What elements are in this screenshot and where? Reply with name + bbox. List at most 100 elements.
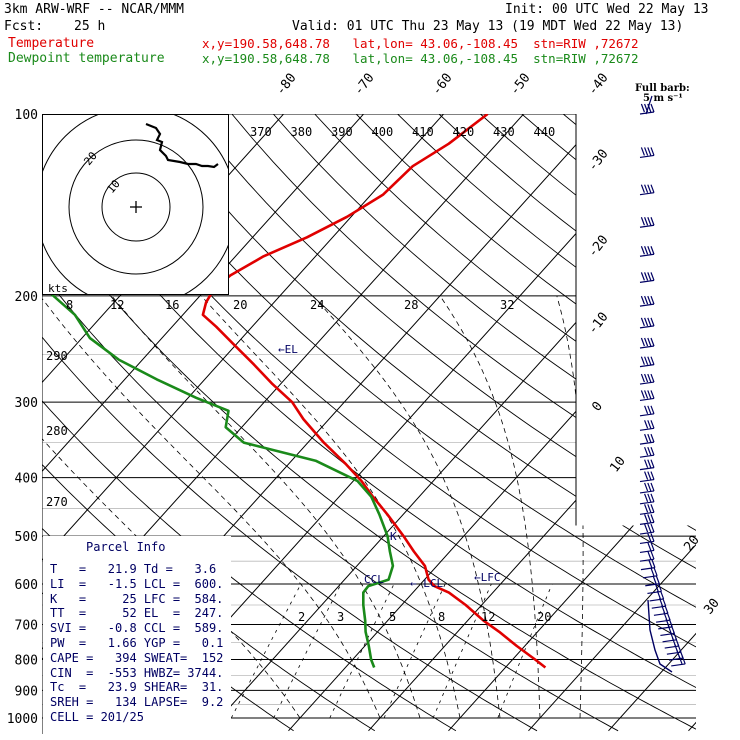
wind-barb-icon (639, 272, 655, 283)
forecast-label: Fcst: (4, 19, 44, 34)
wind-barb-icon (639, 337, 655, 349)
moist-adiabat (42, 297, 381, 719)
moist-adiabat (200, 295, 461, 719)
mixing-ratio-line (273, 583, 342, 719)
dewpoint-legend-label: Dewpoint temperature (8, 51, 165, 66)
temperature-profile (201, 114, 547, 669)
upper-right-mask (576, 114, 696, 526)
wind-barb-icon (639, 542, 655, 554)
isotherm (528, 543, 696, 732)
theta-label: 390 (331, 125, 353, 139)
lower-wind-stack (647, 599, 673, 673)
hodograph-inset: 10 20 (42, 114, 229, 295)
hodograph-tick-label: 8 (66, 298, 73, 312)
mixing-ratio-label: 20 (537, 610, 551, 624)
wind-barb-icon (639, 533, 655, 545)
hodograph-tick-label: 24 (310, 298, 324, 312)
moist-adiabat (111, 295, 421, 719)
wind-barb-icon (645, 575, 660, 587)
hodograph-tick-label: 16 (165, 298, 179, 312)
dry-adiabat (231, 114, 696, 494)
wind-barb-icon (653, 605, 669, 616)
mixing-ratio-label: 12 (481, 610, 495, 624)
isotherm-label: -60 (429, 71, 455, 99)
hodograph-tick-label: 28 (404, 298, 418, 312)
dewpoint-profile (42, 114, 395, 668)
isotherm-label: -50 (507, 71, 533, 99)
wind-barb-icon (639, 482, 655, 494)
isotherm-label: -40 (585, 71, 611, 99)
wind-barb-icon (639, 433, 655, 445)
parcel-row: T = 21.9 Td = 3.6 (50, 562, 217, 576)
wind-barb-icon (639, 147, 655, 159)
parcel-row: CIN = -553 HWBZ= 3744. (50, 665, 224, 680)
parcel-row: Tc = 23.9 SHEAR= 31. (50, 680, 224, 695)
wind-barb-icon (639, 420, 655, 431)
parcel-panel-bg (43, 536, 231, 733)
wind-barb-icon (651, 597, 667, 609)
dry-adiabat (42, 207, 696, 730)
isotherm (288, 277, 696, 732)
ccl-marker: CCL (364, 573, 384, 586)
hodograph-tick-label: 12 (110, 298, 124, 312)
dry-adiabat (190, 114, 696, 531)
wind-barb-icon (639, 184, 655, 196)
dry-adiabat (65, 114, 696, 648)
theta-left-label: 290 (46, 349, 68, 363)
moist-adiabat (42, 438, 301, 719)
wind-barb-icon (639, 295, 655, 307)
wind-barb-icon (639, 471, 655, 483)
parcel-row: K = 25 LFC = 584. (50, 591, 224, 606)
mixing-ratio-label: 5 (389, 610, 396, 624)
wind-barb-icon (639, 493, 655, 505)
wind-barb-icon (639, 390, 655, 402)
mixing-ratio-label: 8 (438, 610, 445, 624)
isotherm (42, 114, 365, 473)
valid-time: Valid: 01 UTC Thu 23 May 13 (19 MDT Wed … (292, 19, 684, 34)
theta-left-label: 280 (46, 424, 68, 438)
k-marker: K (390, 530, 397, 543)
temperature-location: x,y=190.58,648.78 lat,lon= 43.06,-108.45… (202, 36, 639, 51)
theta-label: 440 (534, 125, 556, 139)
lfc-marker: ←LFC (474, 571, 501, 584)
dry-adiabat (42, 272, 619, 732)
wind-barb-icon (639, 504, 655, 515)
parcel-info-panel: Parcel Info T = 21.9 Td = 3.6 LI = -1.5 … (44, 538, 232, 734)
mixing-ratio-label: 2 (298, 610, 305, 624)
parcel-info-title: Parcel Info (86, 540, 166, 554)
moist-adiabat (439, 295, 541, 719)
mixing-ratio-line (383, 583, 446, 719)
lcl-marker: ← LCL (410, 577, 444, 590)
dry-adiabat (42, 141, 696, 689)
model-title: 3km ARW-WRF -- NCAR/MMM (4, 2, 185, 17)
pressure-label: 600 (15, 578, 38, 593)
dewpoint-location: x,y=190.58,648.78 lat,lon= 43.06,-108.45… (202, 51, 639, 66)
mixing-ratio-line (497, 583, 553, 719)
theta-label: 430 (493, 125, 515, 139)
mixing-ratio-label: 3 (337, 610, 344, 624)
pressure-label: 700 (15, 618, 38, 633)
wind-barb-icon (639, 356, 655, 368)
init-time: Init: 00 UTC Wed 22 May 13 (505, 2, 709, 17)
theta-label: 380 (291, 125, 313, 139)
theta-label: 370 (250, 125, 272, 139)
pressure-label: 1000 (7, 712, 38, 727)
mixing-ratio-line (230, 583, 302, 719)
hodograph-ring-20 (68, 139, 204, 275)
temperature-legend-label: Temperature (8, 36, 95, 51)
parcel-row: SVI = -0.8 CCL = 589. (50, 621, 224, 636)
parcel-row: CAPE = 394 SWEAT= 152 (50, 650, 224, 665)
moist-adiabat (312, 295, 501, 719)
isotherm-label: -70 (351, 71, 377, 99)
parcel-row: LI = -1.5 LCL = 600. (50, 576, 224, 591)
isotherm (448, 455, 696, 732)
wind-barb-icon (639, 246, 655, 257)
isotherm-label: 30 (701, 596, 722, 618)
wind-barb-icon (639, 317, 655, 329)
wind-key-line1: Full barb: (635, 83, 690, 94)
wind-barb-icon (649, 590, 665, 602)
theta-label: 400 (372, 125, 394, 139)
wind-barb-icon (647, 583, 663, 595)
theta-label: 420 (453, 125, 475, 139)
parcel-row: TT = 52 EL = 247. (50, 606, 224, 621)
